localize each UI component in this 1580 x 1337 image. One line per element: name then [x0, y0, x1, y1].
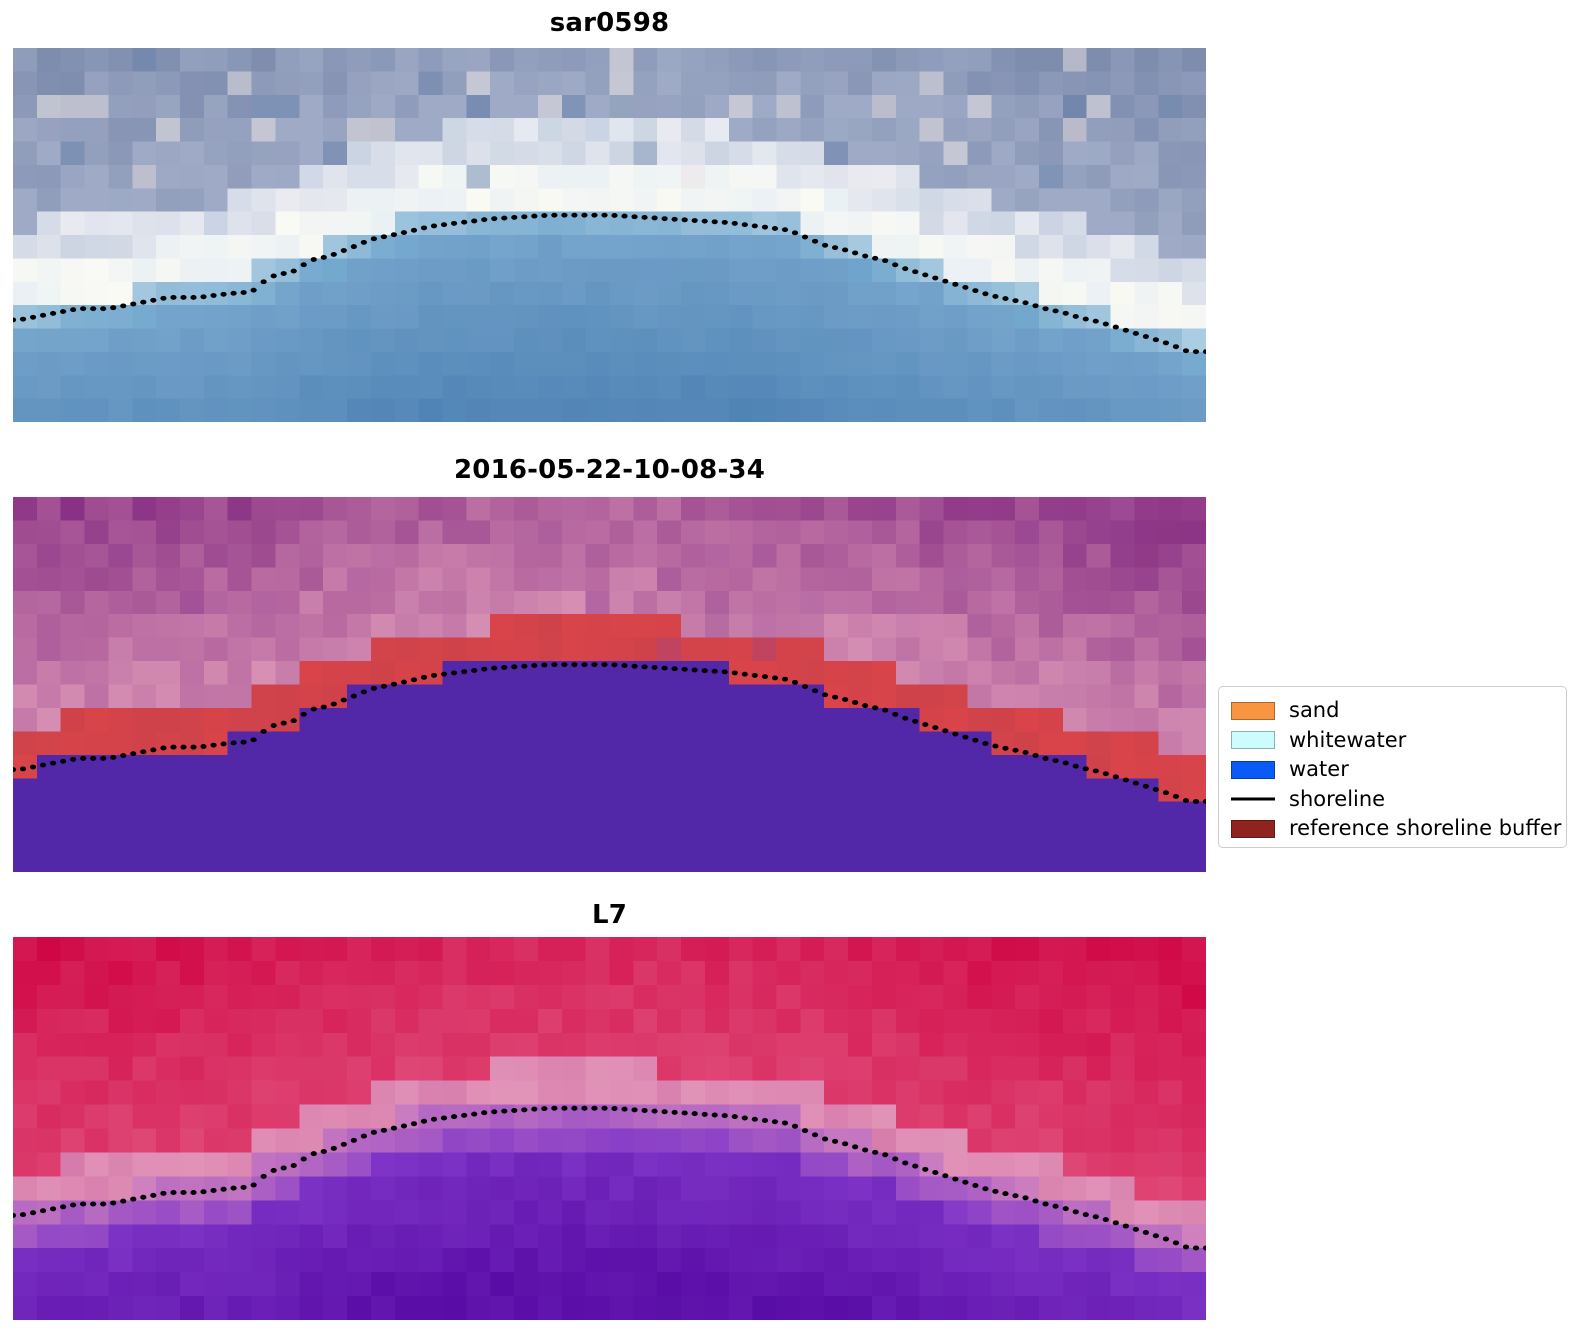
- legend-box: sand whitewater water shoreline reference sh…: [1218, 686, 1567, 848]
- panel-title-date: 2016-05-22-10-08-34: [453, 455, 766, 485]
- legend-item-water[interactable]: water: [1231, 755, 1556, 785]
- l7-pixel-raster: [13, 937, 1206, 1320]
- legend-label: reference shoreline buffer: [1289, 816, 1562, 841]
- legend-color-swatch: [1231, 701, 1275, 720]
- legend-label: shoreline: [1289, 786, 1386, 811]
- classification-pixel-raster: [13, 497, 1206, 872]
- legend-item-shoreline[interactable]: shoreline: [1231, 785, 1556, 815]
- legend-color-swatch: [1231, 819, 1275, 838]
- legend-color-swatch: [1231, 760, 1275, 779]
- legend-item-whitewater[interactable]: whitewater: [1231, 726, 1556, 756]
- legend-color-swatch: [1231, 731, 1275, 750]
- legend-line-swatch: [1231, 790, 1275, 808]
- legend-label: water: [1289, 757, 1349, 782]
- panel-rgb-satellite-image: [13, 48, 1206, 422]
- panel-title-sar: sar0598: [549, 8, 670, 38]
- legend-item-reference-shoreline-buffer[interactable]: reference shoreline buffer: [1231, 814, 1561, 844]
- legend-item-sand[interactable]: sand: [1231, 696, 1556, 726]
- panel-title-l7: L7: [591, 900, 628, 930]
- panel-classification-overlay: [13, 497, 1206, 872]
- legend-label: whitewater: [1289, 727, 1407, 752]
- rgb-pixel-raster: [13, 48, 1206, 422]
- panel-l7-index-image: [13, 937, 1206, 1320]
- legend-label: sand: [1289, 698, 1340, 723]
